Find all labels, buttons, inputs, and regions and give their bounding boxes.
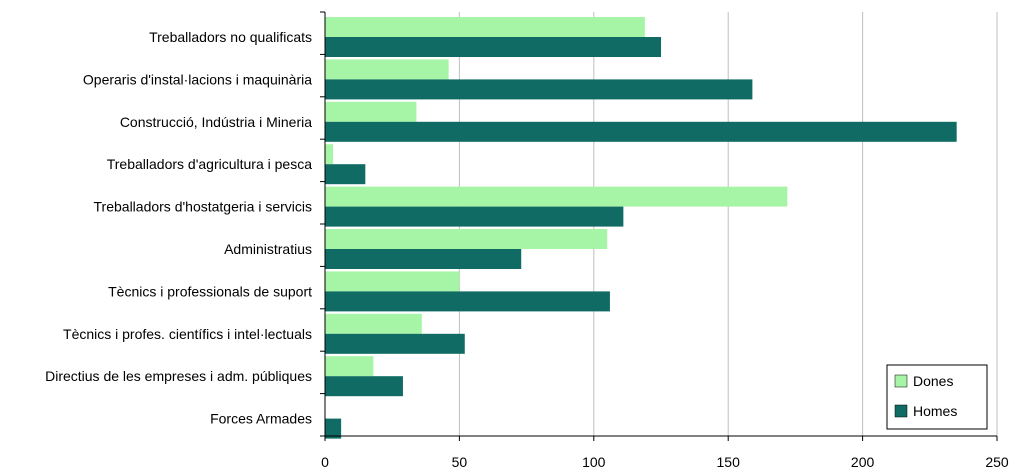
bar-dones-7: [325, 313, 422, 334]
x-tick-label: 100: [582, 454, 606, 470]
category-label: Tècnics i profes. científics i intel·lec…: [63, 326, 312, 342]
legend: Dones Homes: [886, 364, 988, 430]
category-label: Operaris d'instal·lacions i maquinària: [83, 71, 312, 87]
legend-swatch-dones: [894, 374, 908, 388]
legend-swatch-homes: [894, 404, 908, 418]
bar-homes-5: [325, 249, 522, 269]
x-tick-label: 250: [985, 454, 1009, 470]
bar-homes-8: [325, 376, 403, 397]
bar-dones-1: [325, 59, 449, 80]
bar-homes-4: [325, 206, 624, 227]
bar-dones-6: [325, 271, 460, 292]
x-tick-label: 0: [321, 454, 329, 470]
x-tick-labels: 0 50 100 150 200 250: [321, 454, 1009, 470]
category-labels: Treballadors no qualificats Operaris d'in…: [45, 29, 312, 427]
bar-dones-3: [325, 144, 334, 165]
bar-homes-2: [325, 121, 957, 142]
bar-dones-4: [325, 186, 788, 207]
bar-homes-6: [325, 291, 610, 312]
x-tick-label: 50: [452, 454, 468, 470]
legend-label-homes: Homes: [913, 403, 957, 419]
x-tick-label: 150: [717, 454, 741, 470]
category-label: Tècnics i professionals de suport: [108, 283, 312, 299]
bar-homes-3: [325, 164, 366, 185]
bar-dones-5: [325, 229, 608, 249]
bar-homes-1: [325, 79, 753, 100]
bar-dones-2: [325, 101, 417, 122]
category-label: Directius de les empreses i adm. públiqu…: [45, 368, 312, 384]
bars: [325, 17, 957, 439]
bar-homes-0: [325, 37, 661, 57]
axes: [320, 11, 998, 441]
category-label: Construcció, Indústria i Mineria: [120, 114, 312, 130]
category-label: Treballadors d'agricultura i pesca: [107, 156, 312, 172]
bar-dones-0: [325, 17, 645, 37]
x-tick-label: 200: [851, 454, 875, 470]
legend-label-dones: Dones: [913, 373, 953, 389]
category-label: Treballadors no qualificats: [149, 29, 312, 45]
category-label: Administratius: [224, 241, 312, 257]
category-label: Forces Armades: [210, 411, 312, 427]
bar-homes-7: [325, 333, 465, 354]
category-label: Treballadors d'hostatgeria i servicis: [94, 199, 312, 215]
bar-homes-9: [325, 418, 342, 439]
bar-dones-8: [325, 356, 374, 377]
